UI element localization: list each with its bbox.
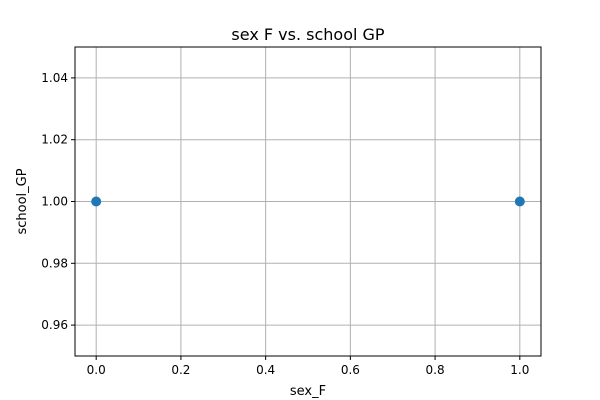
y-tick-label: 1.04 [41,71,68,85]
y-tick-label: 0.98 [41,256,68,270]
y-tick-label: 1.02 [41,133,68,147]
x-tick-label: 1.0 [510,363,529,377]
x-tick-label: 0.6 [341,363,360,377]
x-axis-label: sex_F [290,384,326,399]
axis-ticks: 0.0 0.2 0.4 0.6 0.8 1.0 0.96 0.98 1.00 1.02 1.04 [41,71,529,377]
x-tick-label: 0.8 [426,363,445,377]
y-tick-label: 0.96 [41,318,68,332]
data-points [91,196,525,207]
x-tick-label: 0.0 [87,363,106,377]
y-tick-label: 1.00 [41,195,68,209]
x-tick-label: 0.2 [171,363,190,377]
chart-title: sex F vs. school GP [231,25,385,44]
x-tick-label: 0.4 [256,363,275,377]
scatter-point [91,196,102,207]
y-axis-label: school_GP [15,168,30,234]
scatter-point [514,196,525,207]
